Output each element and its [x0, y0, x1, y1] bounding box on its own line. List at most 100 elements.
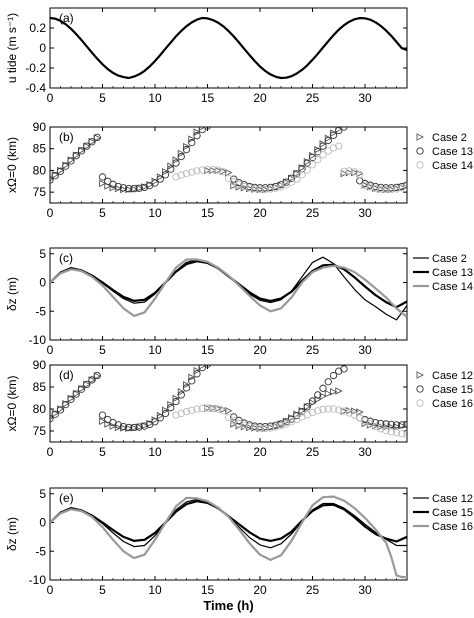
point-case-13: [182, 145, 191, 154]
point-case-12: [99, 417, 107, 426]
legend-label: Case 13: [432, 146, 473, 158]
point-case-16: [235, 419, 243, 428]
point-case-2: [198, 127, 207, 131]
point-case-14: [209, 165, 217, 174]
plot-area: [50, 365, 407, 439]
point-case-13: [329, 131, 338, 139]
legend-item: Case 13: [416, 146, 473, 158]
point-case-2: [193, 128, 202, 136]
point-case-15: [177, 391, 185, 399]
point-case-13: [98, 173, 107, 181]
point-case-15: [83, 380, 91, 389]
legend-swatch: [416, 399, 424, 407]
y-tick-label: 90: [33, 120, 47, 134]
x-tick-label: 25: [306, 206, 320, 220]
point-case-2: [99, 179, 107, 188]
panel-label: (b): [59, 130, 74, 144]
point-case-13: [51, 171, 59, 180]
point-case-14: [224, 174, 233, 182]
legend-label: Case 2: [432, 253, 467, 265]
x-tick-label: 30: [358, 91, 372, 105]
point-case-12: [356, 408, 364, 416]
point-case-15: [387, 420, 395, 429]
legend-label: Case 12: [432, 493, 473, 505]
point-case-13: [119, 184, 128, 192]
panel-a: 0 5 10 15 20 25 30 -0.4 -0.2 0 0.2 (a) u tide (m s⁻¹…: [5, 7, 408, 105]
plot-area: [50, 256, 407, 321]
point-case-16: [361, 417, 369, 425]
y-tick-label: -5: [35, 304, 46, 318]
point-case-12: [162, 406, 170, 415]
point-case-15: [319, 384, 327, 392]
point-case-12: [156, 411, 165, 420]
point-case-14: [403, 182, 407, 190]
point-case-14: [266, 185, 275, 193]
legend-label: Case 13: [432, 267, 473, 279]
panel-b: 0 5 10 15 20 25 30 75 80 85 90 (b) xΩ=0 (km) Case 2 Ca…: [5, 120, 473, 220]
plot-frame: [49, 126, 408, 204]
point-case-14: [329, 144, 338, 152]
point-case-2: [172, 156, 181, 164]
point-case-15: [324, 378, 332, 386]
point-case-14: [287, 178, 296, 186]
point-case-13: [135, 184, 143, 192]
x-tick-label: 10: [148, 343, 162, 357]
point-case-16: [219, 407, 227, 415]
point-case-15: [261, 422, 269, 431]
point-case-14: [382, 185, 390, 194]
point-case-13: [156, 175, 164, 183]
point-case-14: [214, 166, 222, 174]
point-case-16: [182, 407, 191, 416]
point-case-14: [182, 169, 191, 178]
point-case-13: [340, 127, 348, 131]
point-case-2: [183, 142, 191, 151]
point-case-14: [298, 171, 306, 179]
point-case-12: [183, 381, 191, 389]
x-tick-label: 30: [358, 583, 372, 597]
y-tick-label: 5: [39, 487, 46, 501]
point-case-16: [382, 426, 390, 435]
point-case-15: [392, 421, 401, 429]
point-case-15: [93, 371, 101, 380]
point-case-15: [172, 397, 180, 406]
x-tick-label: 30: [358, 445, 372, 459]
y-tick-label: 85: [33, 142, 47, 156]
y-tick-label: 5: [39, 247, 46, 261]
point-case-13: [324, 136, 332, 145]
point-case-12: [377, 422, 385, 431]
point-case-16: [256, 424, 264, 432]
point-case-14: [319, 151, 327, 159]
panel-c: 0 5 10 15 20 25 30 -10 -5 0 5 (c) δz (m) Case 2 Case 1…: [5, 247, 473, 357]
point-case-12: [235, 421, 244, 430]
point-case-15: [88, 376, 96, 384]
legend-swatch: [416, 385, 424, 393]
x-tick-label: 5: [99, 343, 106, 357]
point-case-14: [177, 171, 185, 179]
point-case-16: [198, 404, 206, 413]
point-case-13: [93, 133, 101, 142]
legend-swatch: [416, 133, 425, 141]
point-case-2: [156, 173, 165, 181]
point-case-12: [225, 407, 233, 415]
point-case-12: [335, 387, 343, 395]
point-case-15: [77, 385, 86, 393]
x-tick-label: 25: [306, 445, 320, 459]
point-case-13: [88, 138, 96, 146]
point-case-15: [230, 413, 238, 421]
point-case-16: [324, 405, 332, 413]
point-case-2: [324, 134, 333, 143]
point-case-14: [303, 166, 311, 174]
point-case-14: [272, 184, 280, 192]
point-case-14: [345, 167, 353, 175]
point-case-16: [193, 405, 201, 413]
point-case-16: [392, 429, 401, 437]
plot-area: [50, 495, 407, 579]
point-case-15: [293, 411, 301, 420]
point-case-16: [251, 423, 259, 432]
point-case-15: [67, 395, 75, 403]
point-case-16: [240, 421, 248, 429]
point-case-13: [177, 152, 185, 161]
x-tick-label: 10: [148, 583, 162, 597]
legend-item: Case 16: [416, 398, 473, 410]
point-case-2: [225, 168, 233, 177]
